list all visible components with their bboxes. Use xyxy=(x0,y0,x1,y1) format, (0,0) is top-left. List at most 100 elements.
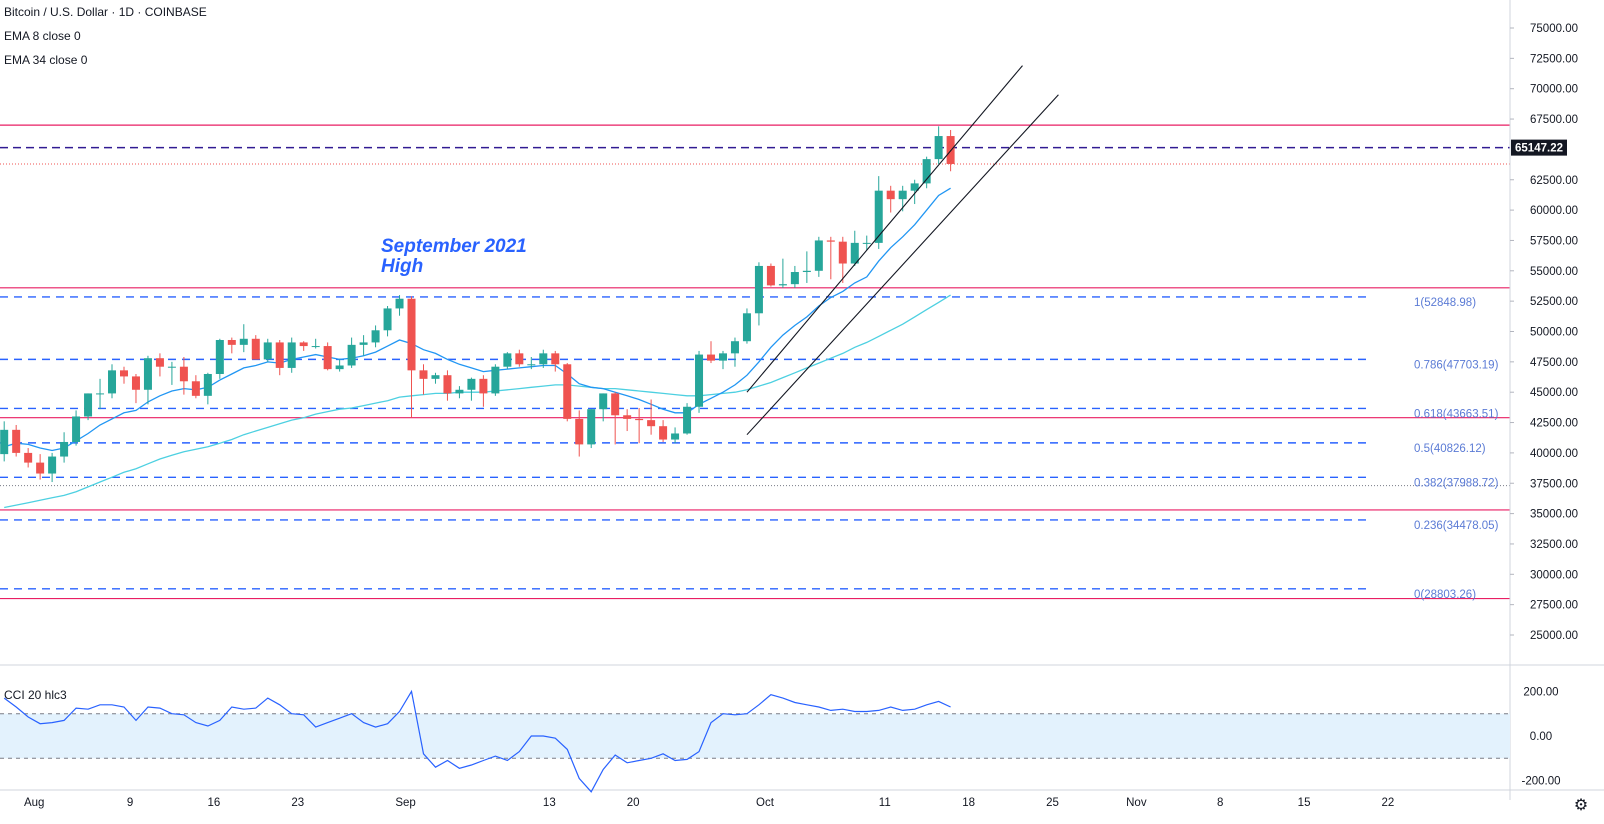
candle-up[interactable] xyxy=(203,373,212,396)
candle-down[interactable] xyxy=(647,420,656,427)
candle-up[interactable] xyxy=(395,298,404,309)
candle-up[interactable] xyxy=(60,441,69,457)
candle-up[interactable] xyxy=(730,341,739,354)
fibonacci-retracement[interactable]: 1(52848.98) 0.786(47703.19) 0.618(43663.51… xyxy=(0,296,1499,601)
candle-up[interactable] xyxy=(143,358,152,390)
candle-up[interactable] xyxy=(287,342,296,368)
candle-down[interactable] xyxy=(407,298,416,371)
candle-up[interactable] xyxy=(371,330,380,343)
candle-up[interactable] xyxy=(922,159,931,184)
candle-down[interactable] xyxy=(12,429,21,453)
candle-up[interactable] xyxy=(587,409,596,445)
candlesticks[interactable] xyxy=(0,126,955,483)
candle-up[interactable] xyxy=(311,346,320,348)
candle-up[interactable] xyxy=(599,393,608,410)
candle-down[interactable] xyxy=(443,375,452,394)
candle-up[interactable] xyxy=(72,416,81,442)
candle-down[interactable] xyxy=(623,415,632,419)
fib-level-label: 0.236(34478.05) xyxy=(1414,520,1499,532)
candle-up[interactable] xyxy=(263,342,272,360)
candle-up[interactable] xyxy=(467,378,476,390)
candle-up[interactable] xyxy=(455,389,464,394)
candle-up[interactable] xyxy=(0,429,9,455)
price-axis[interactable]: 75000.00 72500.00 70000.00 67500.00 62500.00… xyxy=(1509,0,1578,800)
trend-channel-line[interactable] xyxy=(746,65,1023,393)
price-tick-label: 62500.00 xyxy=(1530,175,1578,187)
candle-up[interactable] xyxy=(84,393,93,417)
price-tick-label: 60000.00 xyxy=(1530,205,1578,217)
price-tick-label: 40000.00 xyxy=(1530,448,1578,460)
candle-up[interactable] xyxy=(108,370,117,394)
fib-level-label: 0.382(37988.72) xyxy=(1414,477,1499,489)
candle-up[interactable] xyxy=(790,272,799,285)
candle-down[interactable] xyxy=(179,366,188,382)
candle-up[interactable] xyxy=(539,353,548,365)
candle-up[interactable] xyxy=(527,364,536,366)
candle-up[interactable] xyxy=(718,353,727,361)
candle-down[interactable] xyxy=(515,353,524,365)
candle-down[interactable] xyxy=(826,240,835,242)
candle-up[interactable] xyxy=(814,240,823,271)
candle-up[interactable] xyxy=(431,375,440,379)
candle-up[interactable] xyxy=(383,308,392,331)
candle-up[interactable] xyxy=(862,242,871,244)
candle-up[interactable] xyxy=(503,353,512,367)
candle-up[interactable] xyxy=(802,270,811,273)
annotation-text[interactable]: September 2021 High xyxy=(381,237,527,277)
candle-up[interactable] xyxy=(215,339,224,374)
cci-line[interactable] xyxy=(3,689,951,793)
candle-down[interactable] xyxy=(251,338,260,360)
candle-up[interactable] xyxy=(359,342,368,345)
candle-down[interactable] xyxy=(24,452,33,463)
candle-down[interactable] xyxy=(479,378,488,394)
candle-down[interactable] xyxy=(299,342,308,347)
candle-down[interactable] xyxy=(119,370,128,377)
candle-up[interactable] xyxy=(910,183,919,191)
candle-up[interactable] xyxy=(778,284,787,286)
price-tick-label: 55000.00 xyxy=(1530,266,1578,278)
candle-up[interactable] xyxy=(167,366,176,368)
candle-up[interactable] xyxy=(671,433,680,440)
price-tick-label: 50000.00 xyxy=(1530,327,1578,339)
trend-channel[interactable] xyxy=(746,65,1059,436)
candle-up[interactable] xyxy=(850,242,859,264)
candle-up[interactable] xyxy=(898,190,907,200)
cci-pane[interactable]: 200.00 0.00 -200.00 xyxy=(0,686,1561,793)
candle-down[interactable] xyxy=(766,265,775,286)
time-axis[interactable]: Aug 9 16 23 Sep 13 20 Oct 11 18 25 Nov 8 15 22 xyxy=(0,789,1604,809)
candle-down[interactable] xyxy=(275,342,284,368)
candle-up[interactable] xyxy=(335,365,344,370)
candle-down[interactable] xyxy=(191,381,200,396)
candle-down[interactable] xyxy=(707,354,716,361)
candle-up[interactable] xyxy=(695,354,704,407)
candle-down[interactable] xyxy=(155,358,164,367)
candle-down[interactable] xyxy=(886,190,895,200)
candle-up[interactable] xyxy=(754,265,763,314)
candle-down[interactable] xyxy=(323,346,332,370)
candle-up[interactable] xyxy=(934,136,943,160)
ema-lines xyxy=(4,187,951,509)
candle-up[interactable] xyxy=(491,366,500,394)
candle-down[interactable] xyxy=(659,426,668,440)
candle-down[interactable] xyxy=(227,339,236,345)
candle-up[interactable] xyxy=(239,338,248,345)
candle-down[interactable] xyxy=(635,418,644,421)
candle-up[interactable] xyxy=(683,406,692,434)
candle-down[interactable] xyxy=(131,376,140,390)
candle-up[interactable] xyxy=(742,313,751,342)
candle-up[interactable] xyxy=(48,456,57,474)
candle-down[interactable] xyxy=(563,364,572,419)
candle-up[interactable] xyxy=(347,344,356,366)
candle-down[interactable] xyxy=(551,353,560,365)
trend-channel-line[interactable] xyxy=(746,94,1059,436)
candle-down[interactable] xyxy=(419,370,428,379)
candle-up[interactable] xyxy=(874,190,883,243)
candle-down[interactable] xyxy=(36,462,45,474)
candle-down[interactable] xyxy=(611,393,620,416)
candle-down[interactable] xyxy=(838,241,847,264)
settings-gear-icon[interactable]: ⚙ xyxy=(1573,797,1589,814)
candle-down[interactable] xyxy=(575,418,584,445)
candle-up[interactable] xyxy=(96,393,105,395)
